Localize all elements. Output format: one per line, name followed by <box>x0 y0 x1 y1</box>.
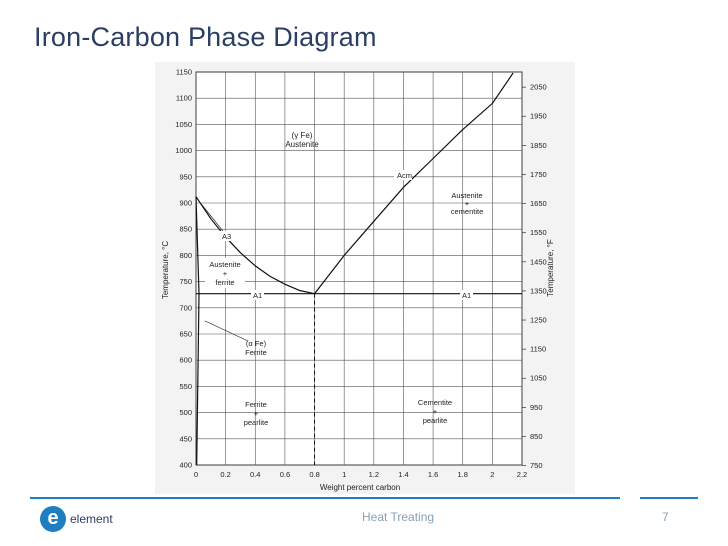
y-right-tick-label: 1050 <box>530 374 547 383</box>
y-left-tick-label: 550 <box>179 382 192 391</box>
y-left-tick-label: 1050 <box>175 120 192 129</box>
x-tick-label: 0.8 <box>309 470 319 479</box>
region-cementite-pearlite-line2: + <box>433 407 438 416</box>
x-axis-label: Weight percent carbon <box>320 483 400 492</box>
y-right-tick-label: 1350 <box>530 286 547 295</box>
x-tick-label: 1.2 <box>369 470 379 479</box>
y-right-tick-label: 1150 <box>530 345 546 354</box>
region-austenite-cementite-line2: + <box>465 199 470 208</box>
y-left-tick-label: 600 <box>179 356 192 365</box>
x-tick-label: 2 <box>490 470 494 479</box>
region-austenite-cementite-line3: cementite <box>451 207 484 216</box>
region-austenite-ferrite-line1: Austenite <box>209 260 240 269</box>
a3-label-leader <box>200 202 226 235</box>
y-left-tick-label: 650 <box>179 330 192 339</box>
ferrite-boundary-lower <box>196 293 200 466</box>
x-tick-label: 1.6 <box>428 470 438 479</box>
y-left-tick-label: 900 <box>179 199 192 208</box>
y-right-tick-label: 1850 <box>530 141 547 150</box>
label-a3-bg <box>220 231 233 241</box>
y-left-tick-label: 750 <box>179 277 192 286</box>
region-austenite-cementite: Austenite + cementite <box>451 191 484 216</box>
region-austenite-line2: Austenite <box>285 140 319 149</box>
footer-rule-left <box>30 497 620 499</box>
label-a3: A3 <box>222 232 231 241</box>
y-right-tick-label: 850 <box>530 432 543 441</box>
x-tick-label: 0.4 <box>250 470 260 479</box>
y-right-tick-label: 1950 <box>530 112 547 121</box>
y-left-tick-label: 1100 <box>176 94 192 103</box>
region-austenite: (γ Fe) Austenite <box>285 131 319 149</box>
acm-curve <box>314 72 514 295</box>
y-left-tick-label: 850 <box>179 225 192 234</box>
region-austenite-ferrite-line3: ferrite <box>215 278 234 287</box>
x-tick-label: 1.4 <box>398 470 408 479</box>
region-cementite-pearlite: Cementite + pearlite <box>418 398 452 425</box>
y-right-tick-label: 1250 <box>530 316 547 325</box>
x-tick-label: 2.2 <box>517 470 527 479</box>
x-tick-label: 0.2 <box>220 470 230 479</box>
region-austenite-ferrite-bg <box>205 258 245 288</box>
x-tick-label: 1 <box>342 470 346 479</box>
y-right-tick-label: 950 <box>530 403 543 412</box>
label-a1-left: A1 <box>253 291 262 300</box>
plot-area <box>195 71 523 466</box>
label-a1-left-bg <box>251 290 264 300</box>
region-austenite-cementite-line1: Austenite <box>451 191 482 200</box>
y-left-tick-label: 1000 <box>175 146 192 155</box>
label-a1-right: A1 <box>462 291 471 300</box>
ferrite-label-leader <box>204 320 249 342</box>
region-cementite-pearlite-line1: Cementite <box>418 398 452 407</box>
region-ferrite-line1: (α Fe) <box>246 339 267 348</box>
x-tick-label: 0.6 <box>280 470 290 479</box>
region-cementite-pearlite-line3: pearlite <box>423 416 448 425</box>
a3-curve <box>195 196 315 295</box>
x-tick-label: 1.8 <box>458 470 468 479</box>
y-axis-right-ticks: 750 850 950 1050 1150 1250 1350 1450 1550 1650 175… <box>522 83 547 470</box>
footer-text: Heat Treating <box>362 510 435 524</box>
y-axis-left-label: Temperature, °C <box>161 241 170 300</box>
y-left-tick-label: 500 <box>179 408 192 417</box>
y-left-tick-label: 950 <box>179 172 192 181</box>
y-right-tick-label: 2050 <box>530 83 547 92</box>
slide-title: Iron-Carbon Phase Diagram <box>34 22 377 52</box>
y-left-tick-label: 1150 <box>176 68 192 77</box>
label-acm-bg <box>394 170 412 180</box>
footer-rule-right <box>640 497 698 499</box>
y-right-tick-label: 750 <box>530 461 543 470</box>
y-left-tick-label: 700 <box>179 303 192 312</box>
grid <box>195 71 523 466</box>
y-right-tick-label: 1650 <box>530 199 547 208</box>
element-logo-text: element <box>70 512 113 526</box>
ferrite-boundary-upper <box>195 196 200 294</box>
page-number: 7 <box>662 510 669 524</box>
y-axis-left-ticks: 400 450 500 550 600 650 700 750 800 850 900 950 1000… <box>175 68 192 470</box>
y-left-tick-label: 450 <box>179 434 192 443</box>
y-right-tick-label: 1550 <box>530 228 547 237</box>
region-ferrite: (α Fe) Ferrite <box>245 339 267 357</box>
region-ferrite-line2: Ferrite <box>245 348 267 357</box>
region-ferrite-pearlite: Ferrite + pearlite <box>244 400 269 427</box>
region-austenite-ferrite-line2: + <box>223 269 228 278</box>
y-right-tick-label: 1750 <box>530 170 547 179</box>
y-left-tick-label: 800 <box>179 251 192 260</box>
region-ferrite-pearlite-line2: + <box>254 409 259 418</box>
element-logo-icon: e <box>40 506 66 532</box>
region-austenite-line1: (γ Fe) <box>292 131 313 140</box>
x-axis-ticks: 0 0.2 0.4 0.6 0.8 1 1.2 1.4 1.6 1.8 2 2.2 <box>194 470 527 479</box>
region-ferrite-pearlite-line1: Ferrite <box>245 400 267 409</box>
x-tick-label: 0 <box>194 470 198 479</box>
y-left-tick-label: 400 <box>179 461 192 470</box>
label-acm: Acm <box>397 171 412 180</box>
region-ferrite-pearlite-line3: pearlite <box>244 418 269 427</box>
label-a1-right-bg <box>460 290 473 300</box>
y-axis-right-label: Temperature, °F <box>546 239 555 297</box>
region-austenite-ferrite: Austenite + ferrite <box>205 258 245 288</box>
y-right-tick-label: 1450 <box>530 257 547 266</box>
